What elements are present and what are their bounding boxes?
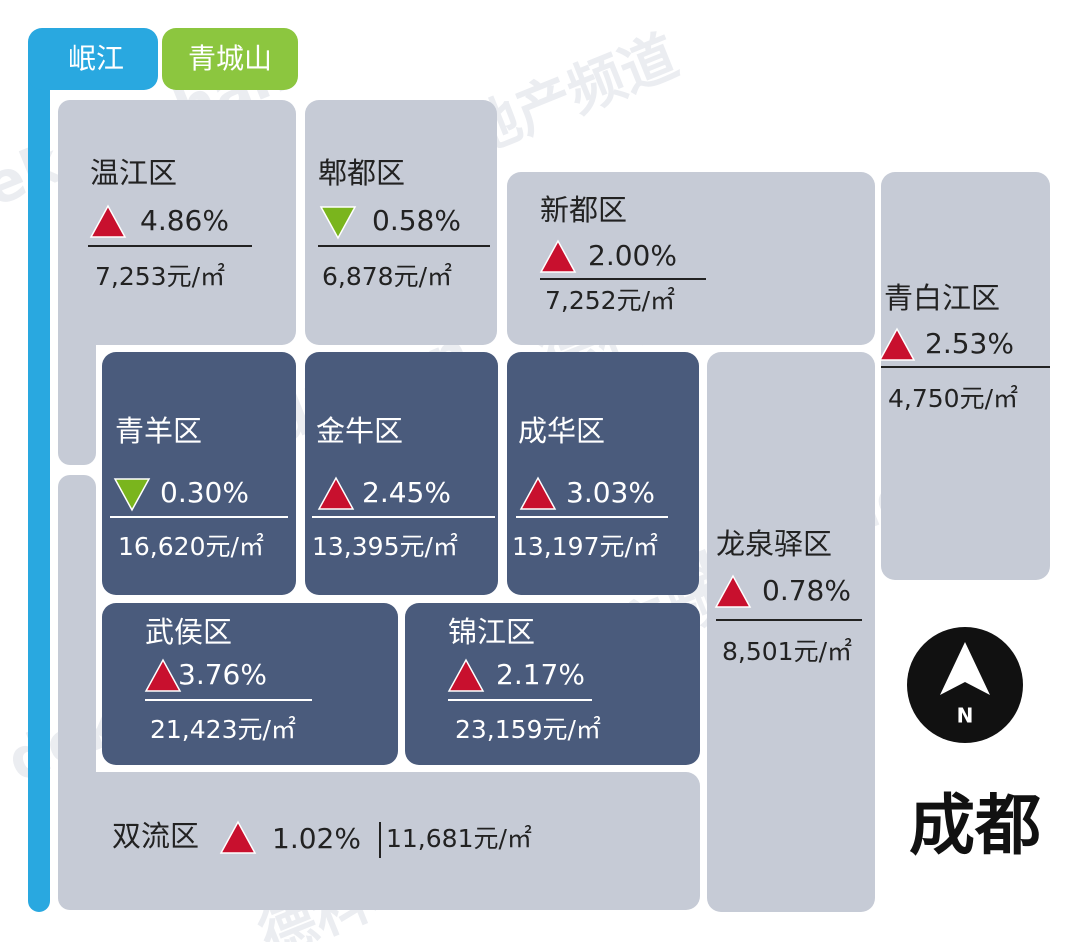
dark-regions <box>102 352 700 765</box>
district-name: 青羊区 <box>115 414 202 448</box>
region <box>405 603 700 765</box>
mountain-tab <box>162 28 298 90</box>
trend-arrow <box>219 820 257 854</box>
price-change: 2.17% <box>496 658 585 691</box>
city-name: 成都 <box>909 787 1041 864</box>
trend-arrow <box>113 478 151 512</box>
district-name: 武侯区 <box>145 615 232 649</box>
price-change: 3.76% <box>178 658 267 691</box>
price-change: 4.86% <box>140 204 229 237</box>
price-change: 2.53% <box>925 327 1014 360</box>
price-change: 0.30% <box>160 476 249 509</box>
trend-arrow <box>539 239 577 273</box>
district-name: 成华区 <box>518 414 605 448</box>
price-change: 1.02% <box>272 822 361 855</box>
region <box>707 352 875 912</box>
price-change: 0.58% <box>372 204 461 237</box>
price-change: 3.03% <box>566 476 655 509</box>
region <box>507 352 699 595</box>
region <box>305 352 498 595</box>
price: 4,750元/㎡ <box>888 384 1018 413</box>
trend-arrow <box>519 476 557 510</box>
trend-arrow <box>714 574 752 608</box>
price-change: 2.45% <box>362 476 451 509</box>
trend-arrow <box>319 206 357 240</box>
price: 8,501元/㎡ <box>722 637 852 666</box>
district-labels: 温江区 4.86% 7,253元/㎡ 郫都区 0.58% 6,878元/㎡ 新都区 2.00%… <box>88 156 1050 858</box>
compass-label: N <box>957 704 974 728</box>
mountain-label: 青城山 <box>188 42 272 75</box>
price: 7,253元/㎡ <box>95 262 225 291</box>
district-name: 龙泉驿区 <box>716 527 832 561</box>
trend-arrow <box>878 327 916 361</box>
price: 13,395元/㎡ <box>312 532 458 561</box>
trend-arrow <box>144 658 182 692</box>
compass-arrow <box>940 642 990 695</box>
river-tab <box>28 28 158 90</box>
region <box>102 352 296 595</box>
region <box>305 100 497 345</box>
district-name: 温江区 <box>90 156 177 190</box>
district-name: 锦江区 <box>448 615 535 649</box>
price: 13,197元/㎡ <box>512 532 658 561</box>
trend-arrow <box>317 476 355 510</box>
region <box>102 603 398 765</box>
region <box>58 100 96 465</box>
district-name: 新都区 <box>540 193 627 227</box>
district-name: 青白江区 <box>884 281 1000 315</box>
price: 16,620元/㎡ <box>118 532 264 561</box>
price: 21,423元/㎡ <box>150 715 296 744</box>
trend-arrow <box>89 204 127 238</box>
region <box>507 172 875 345</box>
district-name: 双流区 <box>112 819 199 853</box>
price: 23,159元/㎡ <box>455 715 601 744</box>
trend-arrow <box>447 658 485 692</box>
price-change: 0.78% <box>762 574 851 607</box>
compass <box>907 627 1023 743</box>
region <box>58 100 296 345</box>
price: 11,681元/㎡ <box>386 824 532 853</box>
river <box>28 40 50 912</box>
price-change: 2.00% <box>588 239 677 272</box>
district-name: 郫都区 <box>318 156 405 190</box>
price: 7,252元/㎡ <box>545 286 675 315</box>
price: 6,878元/㎡ <box>322 262 452 291</box>
district-name: 金牛区 <box>316 414 403 448</box>
river-label: 岷江 <box>68 42 124 75</box>
region <box>881 172 1050 580</box>
